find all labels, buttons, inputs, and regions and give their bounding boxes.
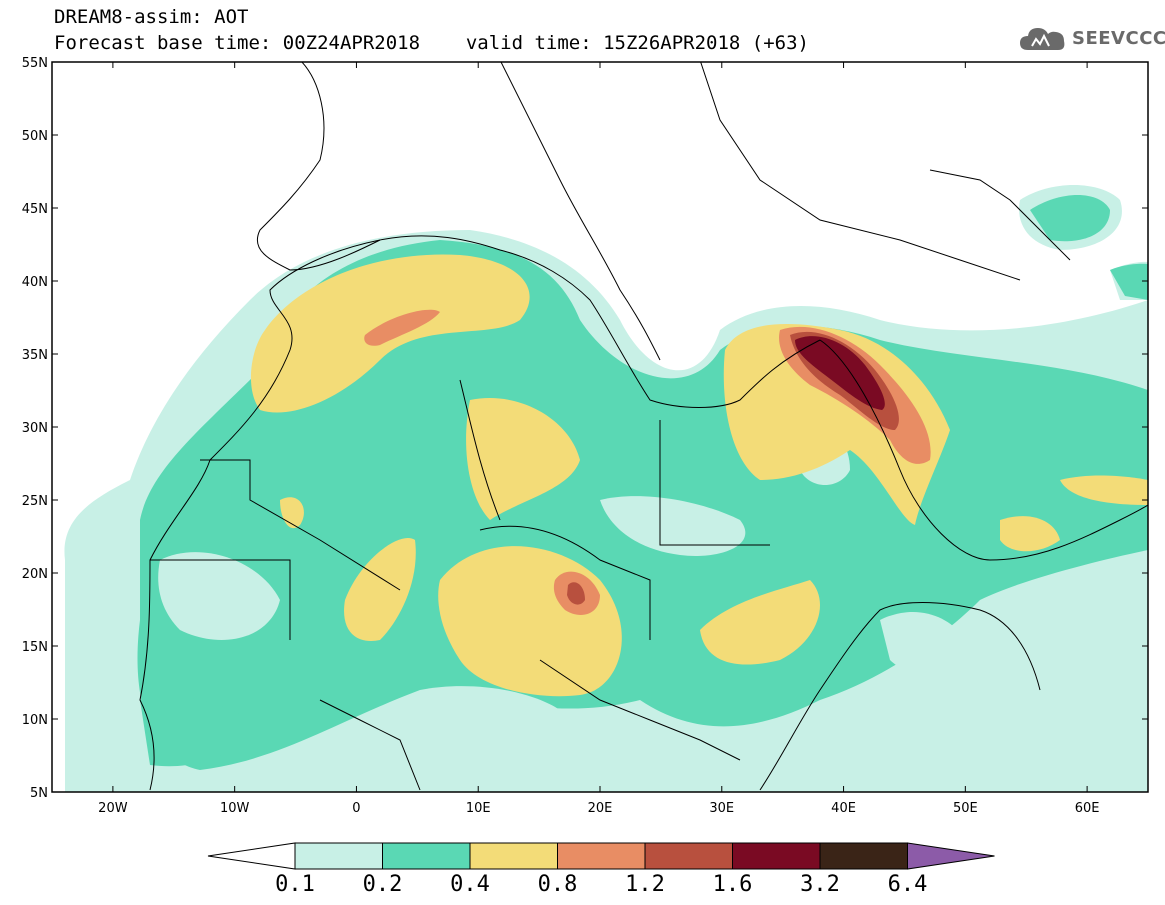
lat-label: 50N <box>22 129 48 144</box>
lon-label: 50E <box>953 801 978 816</box>
aot-band-0.4-sudan <box>700 580 820 665</box>
lon-label: 20E <box>588 801 613 816</box>
lon-label: 10W <box>220 801 250 816</box>
colorbar-level-label: 1.2 <box>625 872 665 897</box>
colorbar-level-label: 1.6 <box>713 872 753 897</box>
aot-band-0.4-algeria <box>466 398 580 520</box>
aot-band-0.2-caspian <box>1030 195 1110 242</box>
map-header: DREAM8-assim: AOT Forecast base time: 00… <box>54 4 809 56</box>
lon-label: 10E <box>466 801 491 816</box>
colorbar-level-label: 0.8 <box>538 872 578 897</box>
aot-hole-0.1-arabia <box>880 611 970 674</box>
longitude-axis: 20W 10W 0 10E 20E 30E 40E 50E 60E <box>98 62 1099 816</box>
aot-hole-0.1-libya <box>600 496 746 556</box>
aot-band-0.4-gulf <box>1000 516 1060 552</box>
aot-band-0.8-atlas <box>364 309 440 346</box>
lat-label: 55N <box>22 56 48 71</box>
colorbar-level-label: 3.2 <box>800 872 840 897</box>
aot-band-0.4-iran <box>1060 475 1148 505</box>
cloud-icon <box>1020 28 1065 50</box>
aot-field <box>64 185 1148 792</box>
colorbar-segment <box>469 842 558 870</box>
time-info: Forecast base time: 00Z24APR2018 valid t… <box>54 30 809 56</box>
lat-label: 10N <box>22 713 48 728</box>
colorbar-level-label: 0.4 <box>450 872 490 897</box>
lon-label: 0 <box>352 801 360 816</box>
lon-label: 30E <box>709 801 734 816</box>
lon-label: 20W <box>98 801 128 816</box>
aot-band-0.4-levant <box>723 324 950 525</box>
lon-label: 40E <box>831 801 856 816</box>
lat-label: 30N <box>22 421 48 436</box>
colorbar-under-triangle <box>207 842 296 870</box>
aot-band-1.2-tibesti <box>567 582 585 605</box>
colorbar-segment <box>819 842 908 870</box>
aot-band-0.4-niger <box>344 538 416 641</box>
colorbar-segment <box>557 842 646 870</box>
colorbar-segment <box>294 842 383 870</box>
latitude-axis: 55N 50N 45N 40N 35N 30N 25N 20N 15N 10N 5N <box>22 56 1148 801</box>
lat-label: 5N <box>30 786 48 801</box>
aot-band-0.2-north <box>1110 263 1148 300</box>
valid-time: valid time: 15Z26APR2018 (+63) <box>465 32 809 54</box>
logo-text: SEEVCCC <box>1072 27 1165 49</box>
lat-label: 15N <box>22 640 48 655</box>
aot-hole-0.1-mali <box>420 686 560 729</box>
lat-label: 45N <box>22 202 48 217</box>
colorbar-segment <box>644 842 733 870</box>
lon-label: 60E <box>1075 801 1100 816</box>
coastlines <box>139 62 1148 791</box>
base-time: Forecast base time: 00Z24APR2018 <box>54 32 421 54</box>
colorbar-over-triangle <box>907 842 995 870</box>
lat-label: 25N <box>22 494 48 509</box>
lat-label: 35N <box>22 348 48 363</box>
map-title: DREAM8-assim: AOT <box>54 6 249 28</box>
colorbar-segment <box>732 842 821 870</box>
lat-label: 20N <box>22 567 48 582</box>
aot-hole-0.1-sahara <box>158 552 280 640</box>
colorbar-level-label: 0.2 <box>363 872 403 897</box>
colorbar-level-label: 0.1 <box>275 872 315 897</box>
seevccc-logo: SEEVCCC <box>1018 22 1165 54</box>
colorbar-level-label: 6.4 <box>888 872 928 897</box>
lat-label: 40N <box>22 275 48 290</box>
colorbar-segment <box>382 842 471 870</box>
colorbar: 0.1 0.2 0.4 0.8 1.2 1.6 3.2 6.4 <box>207 842 995 897</box>
aot-band-0.2-guinea <box>140 696 250 767</box>
